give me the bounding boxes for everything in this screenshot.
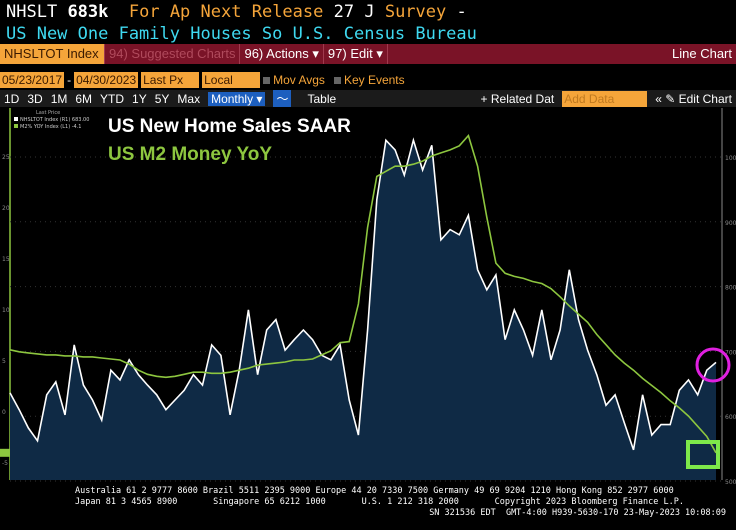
ticker: NHSLT (6, 2, 58, 22)
mov-avgs-toggle[interactable]: Mov Avgs (263, 73, 325, 87)
period-1d[interactable]: 1D (4, 91, 20, 106)
security-input[interactable]: NHSLTOT Index (0, 44, 105, 64)
last-value: 683k (67, 2, 109, 22)
highlight-box (686, 440, 720, 469)
legend-swatch-sales (14, 117, 18, 121)
suggested-charts-menu[interactable]: 94) Suggested Charts (105, 44, 241, 64)
left-tick-label: 15 (2, 256, 10, 263)
legend-item-m2: M2% YOY Index (L1) -4.1 (20, 124, 82, 130)
key-events-label: Key Events (343, 73, 405, 87)
left-tick-label: 25 (2, 154, 10, 161)
annotation-sales: US New Home Sales SAAR (108, 116, 351, 137)
left-tick-label: -5 (2, 460, 8, 467)
chart-type-label: Line Chart (672, 46, 732, 61)
right-tick-label: 800 (725, 285, 736, 292)
line-chart: -505101520255006007008009001000Jun 2017S… (0, 108, 736, 486)
left-tick-label: 10 (2, 307, 10, 314)
date-controls: 05/23/2017- 04/30/2023 Last Px Local CCY… (0, 71, 736, 103)
footer-phones: Australia 61 2 9777 8600 Brazil 5511 239… (75, 486, 674, 496)
dash: - (67, 73, 72, 87)
end-date-input[interactable]: 04/30/2023 (74, 72, 139, 88)
period-label: For Ap (128, 2, 191, 22)
table-button[interactable]: Table (307, 91, 337, 106)
menu-bar: NHSLTOT Index 94) Suggested Charts 96) A… (0, 44, 736, 64)
release-date: 27 J (333, 2, 375, 22)
period-1m[interactable]: 1M (50, 91, 68, 106)
left-last-value-marker (0, 448, 10, 457)
period-3d[interactable]: 3D (27, 91, 43, 106)
legend-item-sales: NHSLTOT Index (R1) 683.00 (20, 117, 89, 123)
right-tick-label: 600 (725, 414, 736, 421)
highlight-circle (695, 347, 731, 383)
right-tick-label: 900 (725, 220, 736, 227)
footer-copyright: Japan 81 3 4565 8900 Singapore 65 6212 1… (75, 497, 684, 507)
next-release-label: Next Release (200, 2, 324, 22)
period-max[interactable]: Max (177, 91, 201, 106)
chart-style-icon[interactable]: 〜 (273, 90, 292, 107)
header-line: NHSLT 683k For Ap Next Release 27 J Surv… (6, 2, 467, 22)
period-ytd[interactable]: YTD (100, 91, 125, 106)
survey-value: - (456, 2, 467, 22)
survey-label: Survey (384, 2, 447, 22)
field-select[interactable]: Last Px (141, 72, 200, 88)
period-6m[interactable]: 6M (75, 91, 93, 106)
actions-menu[interactable]: 96) Actions ▾ (240, 44, 324, 64)
currency-select[interactable]: Local CCY (202, 72, 261, 103)
left-tick-label: 0 (2, 409, 6, 416)
footer-session: SN 321536 EDT GMT-4:00 H939-5630-170 23-… (429, 508, 726, 518)
edit-menu[interactable]: 97) Edit ▾ (324, 44, 388, 64)
right-tick-label: 700 (725, 349, 736, 356)
add-data-input[interactable]: Add Data (562, 90, 648, 107)
edit-chart-button[interactable]: « ✎ Edit Chart (655, 91, 732, 106)
key-events-toggle[interactable]: Key Events (333, 73, 405, 87)
security-description: US New One Family Houses So U.S. Census … (6, 24, 477, 44)
mov-avgs-label: Mov Avgs (273, 73, 325, 87)
sales-area (10, 140, 716, 480)
annotation-m2: US M2 Money YoY (108, 144, 272, 165)
related-data-button[interactable]: + Related Dat (480, 91, 555, 106)
footer: Australia 61 2 9777 8600 Brazil 5511 239… (0, 486, 736, 519)
legend-title: Last Price (36, 110, 60, 116)
left-tick-label: 5 (2, 358, 6, 365)
legend-swatch-m2 (14, 124, 18, 128)
m2-line (9, 134, 717, 454)
period-5y[interactable]: 5Y (154, 91, 170, 106)
right-tick-label: 500 (725, 479, 736, 486)
start-date-input[interactable]: 05/23/2017 (0, 72, 65, 88)
period-1y[interactable]: 1Y (132, 91, 147, 106)
period-bar: 1D 3D 1M 6M YTD 1Y 5Y Max Monthly ▾ 〜 Ta… (0, 90, 736, 107)
right-tick-label: 1000 (725, 155, 736, 162)
frequency-select[interactable]: Monthly ▾ (208, 91, 266, 106)
left-tick-label: 20 (2, 205, 10, 212)
